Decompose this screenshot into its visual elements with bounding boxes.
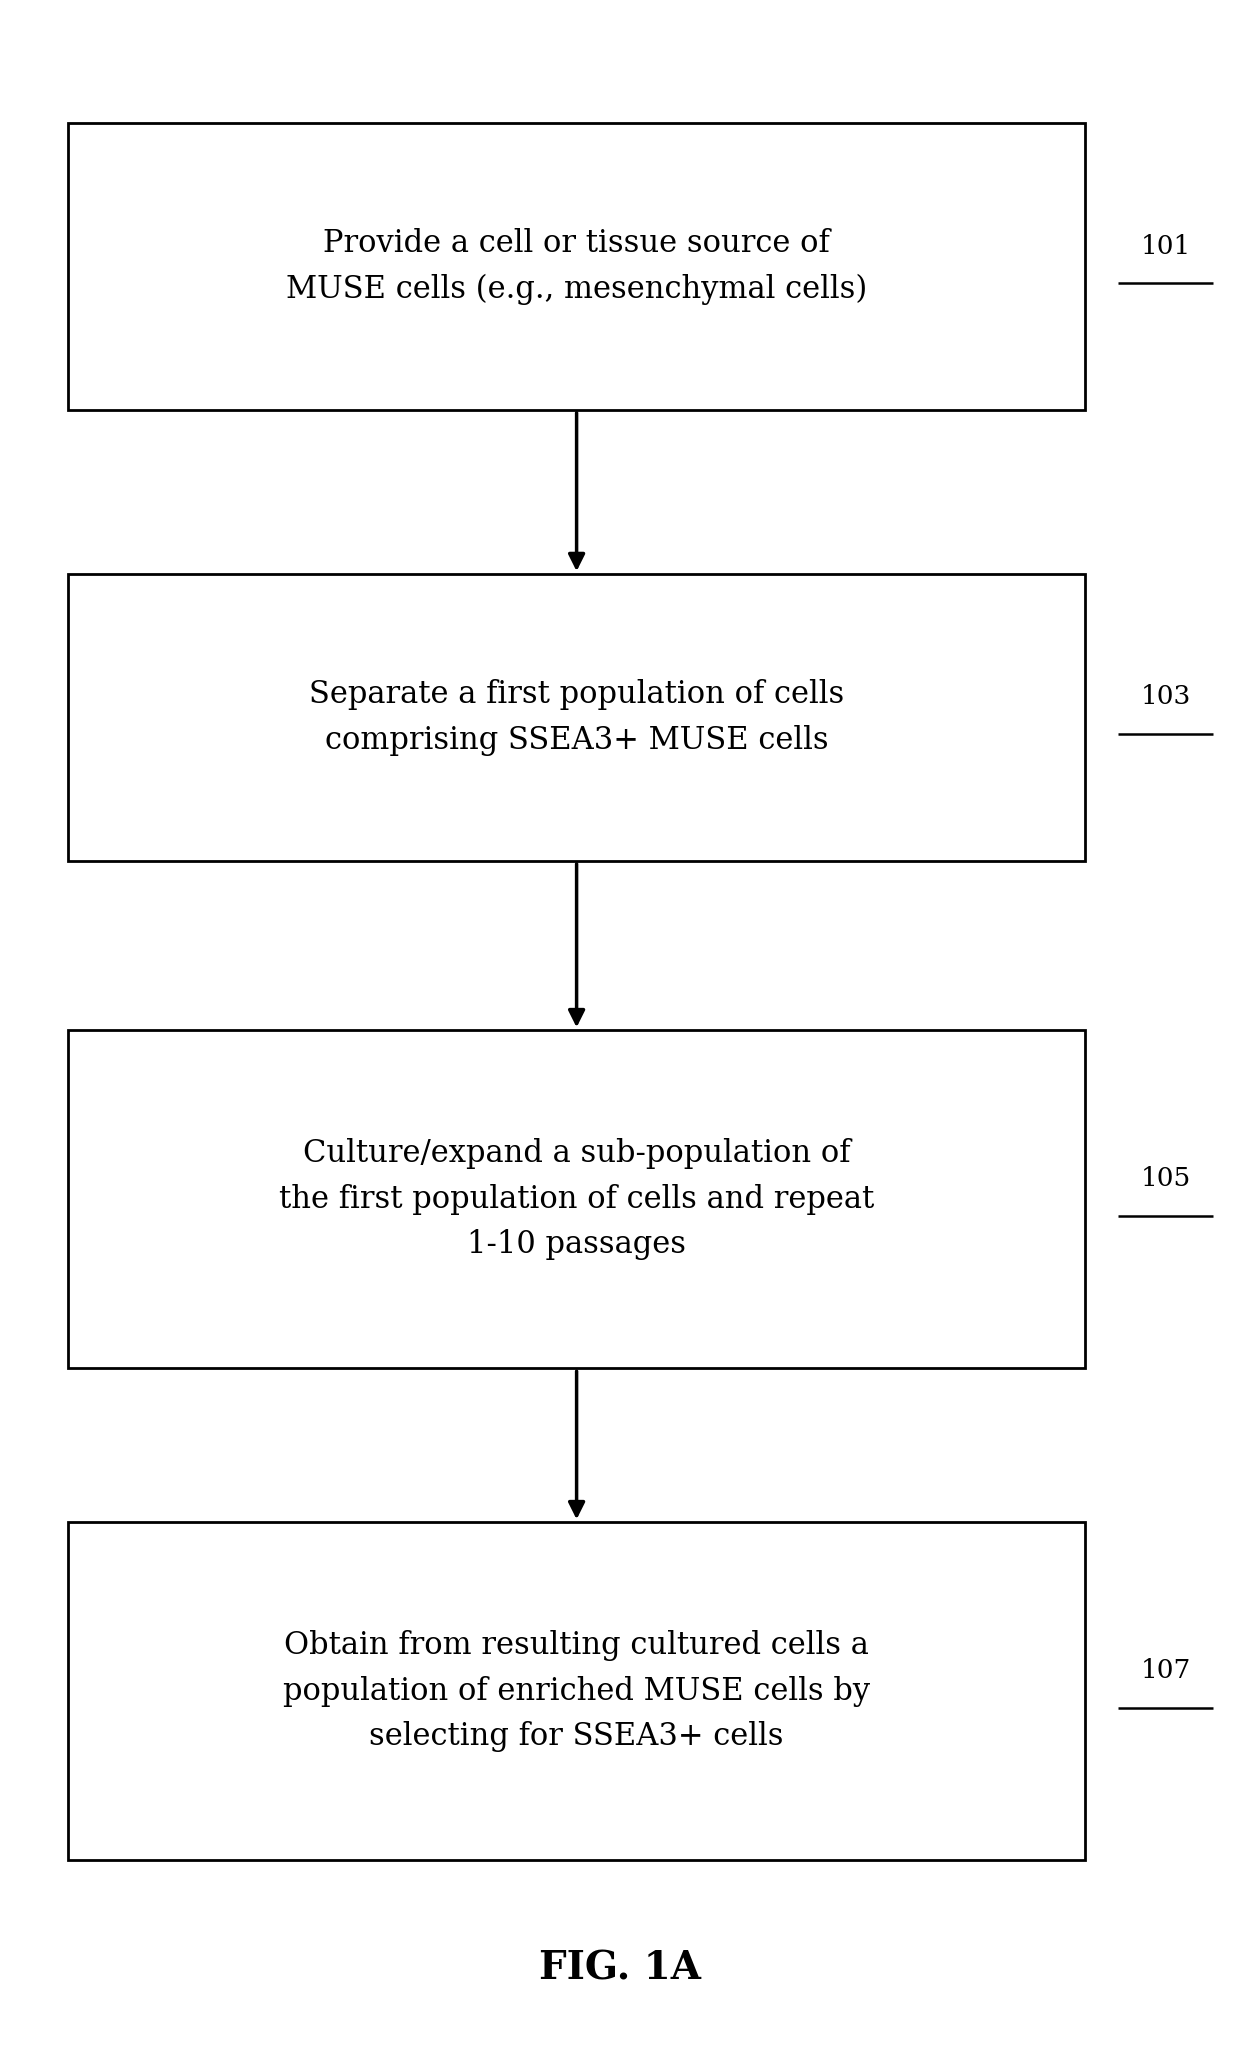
Text: Separate a first population of cells
comprising SSEA3+ MUSE cells: Separate a first population of cells com… — [309, 679, 844, 756]
Text: 105: 105 — [1141, 1166, 1190, 1191]
Text: 103: 103 — [1141, 685, 1190, 709]
Bar — [68, 1031, 1085, 1369]
Text: Obtain from resulting cultured cells a
population of enriched MUSE cells by
sele: Obtain from resulting cultured cells a p… — [283, 1630, 870, 1753]
Bar — [68, 1521, 1085, 1861]
Text: FIG. 1A: FIG. 1A — [539, 1950, 701, 1986]
Bar — [68, 574, 1085, 861]
Bar — [68, 123, 1085, 410]
Text: Provide a cell or tissue source of
MUSE cells (e.g., mesenchymal cells): Provide a cell or tissue source of MUSE … — [286, 228, 867, 305]
Text: 107: 107 — [1141, 1658, 1190, 1683]
Text: Culture/expand a sub-population of
the first population of cells and repeat
1-10: Culture/expand a sub-population of the f… — [279, 1138, 874, 1261]
Text: 101: 101 — [1141, 234, 1190, 258]
